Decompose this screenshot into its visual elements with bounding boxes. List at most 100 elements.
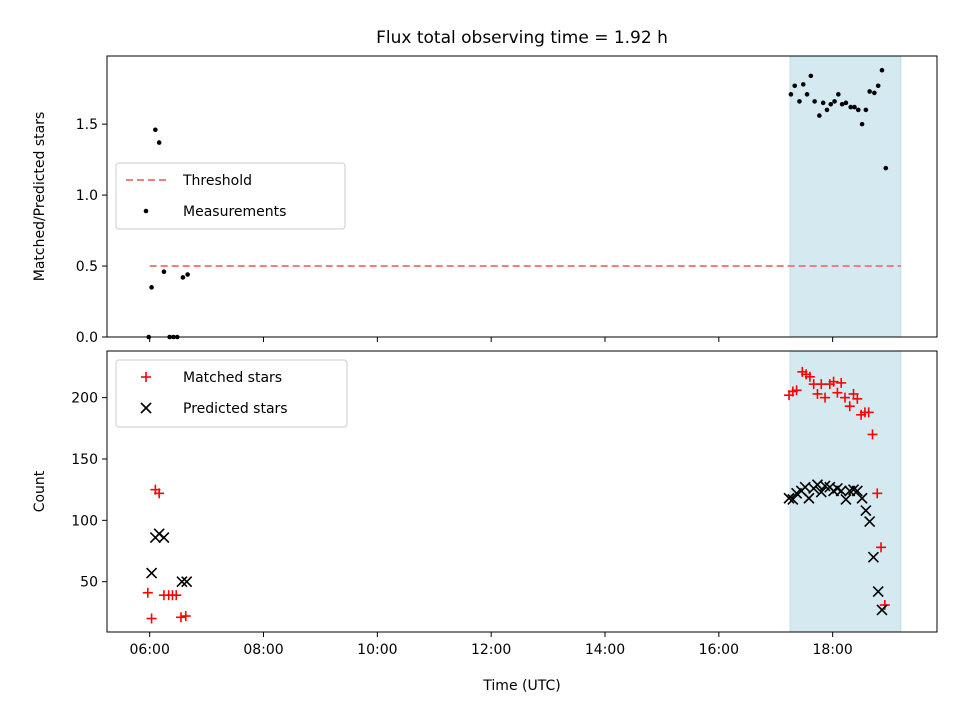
data-point — [153, 127, 158, 133]
series-predicted-stars — [146, 479, 888, 616]
y-tick-label: 150 — [71, 452, 98, 468]
data-point — [783, 492, 795, 504]
legend-box — [115, 162, 346, 230]
data-point — [848, 104, 853, 110]
data-point — [788, 92, 794, 97]
legend-label: Measurements — [183, 204, 286, 220]
data-point — [839, 101, 845, 107]
data-point — [812, 99, 817, 104]
data-point — [867, 429, 878, 440]
data-point — [181, 576, 193, 588]
data-point — [851, 485, 863, 497]
data-point — [817, 113, 822, 118]
x-tick-label: 10:00 — [357, 642, 397, 658]
top-panel: 0.0 0.5 1.0 1.5 Matched/Predicted stars Thres… — [32, 55, 938, 346]
data-point — [161, 269, 167, 275]
data-point — [808, 73, 814, 79]
x-axis-label: Time (UTC) — [482, 678, 560, 694]
data-point — [800, 82, 806, 87]
data-point — [180, 611, 191, 622]
legend: Matched stars Predicted stars — [115, 359, 348, 428]
y-tick-label: 100 — [71, 513, 98, 529]
data-point — [146, 567, 158, 579]
data-point — [158, 531, 170, 544]
data-point — [844, 401, 855, 412]
data-point — [859, 121, 865, 127]
x-tick-label: 16:00 — [699, 642, 739, 658]
y-tick-label: 1.0 — [76, 188, 98, 204]
data-point — [812, 388, 823, 399]
chart-title: Flux total observing time = 1.92 h — [376, 28, 668, 48]
data-point — [804, 371, 815, 382]
data-point — [149, 285, 154, 290]
data-point — [154, 488, 165, 499]
data-point — [863, 107, 869, 113]
data-point — [832, 387, 843, 398]
legend-box — [115, 359, 348, 428]
data-point — [852, 104, 857, 110]
data-point — [792, 83, 798, 89]
data-point — [185, 272, 190, 277]
y-tick-label: 0.0 — [76, 330, 98, 346]
data-point — [839, 392, 850, 403]
data-point — [856, 492, 868, 504]
data-point — [146, 613, 157, 624]
data-point — [867, 89, 872, 94]
y-tick-label: 0.5 — [76, 259, 98, 275]
legend: Threshold Measurements — [115, 162, 346, 230]
x-tick-label: 12:00 — [471, 642, 511, 658]
series-matched-stars — [142, 366, 890, 624]
data-point — [797, 99, 802, 104]
legend-marker — [143, 208, 149, 214]
data-point — [852, 393, 863, 404]
data-point — [872, 585, 884, 598]
y-tick-label: 200 — [71, 391, 98, 407]
data-point — [791, 385, 802, 396]
shaded-span — [789, 55, 902, 338]
panel-frame — [106, 55, 938, 338]
data-point — [872, 90, 877, 96]
panel-frame — [106, 350, 938, 633]
data-point — [835, 485, 847, 497]
y-tick-label: 1.5 — [76, 117, 98, 133]
legend-marker — [140, 402, 152, 414]
data-point — [879, 600, 890, 611]
data-point — [824, 107, 830, 113]
bottom-panel: 50 100 150 200 06:00 08:00 10:00 12:00 14:00 16:0… — [32, 350, 938, 658]
data-point — [876, 604, 888, 616]
y-tick-label: 50 — [80, 575, 98, 591]
data-point — [872, 488, 883, 499]
data-point — [836, 92, 841, 97]
data-point — [176, 576, 188, 588]
data-point — [828, 376, 839, 387]
data-point — [879, 67, 885, 73]
data-point — [820, 100, 826, 106]
data-point — [860, 504, 872, 517]
data-point — [875, 83, 881, 89]
data-point — [836, 377, 847, 388]
legend-label: Threshold — [182, 173, 252, 189]
data-point — [832, 99, 837, 104]
data-point — [156, 140, 162, 145]
data-point — [787, 493, 799, 506]
data-point — [840, 493, 852, 506]
data-point — [815, 486, 827, 498]
x-tick-label: 18:00 — [812, 642, 852, 658]
data-point — [804, 92, 810, 97]
data-point — [820, 392, 831, 403]
data-point — [843, 100, 849, 106]
data-point — [175, 612, 186, 623]
data-point — [180, 275, 186, 280]
data-point — [855, 107, 861, 113]
data-point — [828, 101, 834, 107]
legend-marker — [141, 372, 151, 382]
data-point — [876, 542, 887, 553]
x-tick-label: 06:00 — [130, 642, 170, 658]
legend-label: Predicted stars — [183, 401, 288, 417]
y-axis-label: Matched/Predicted stars — [32, 112, 48, 282]
data-point — [864, 515, 876, 528]
data-point — [847, 484, 860, 496]
legend-label: Matched stars — [183, 370, 282, 386]
